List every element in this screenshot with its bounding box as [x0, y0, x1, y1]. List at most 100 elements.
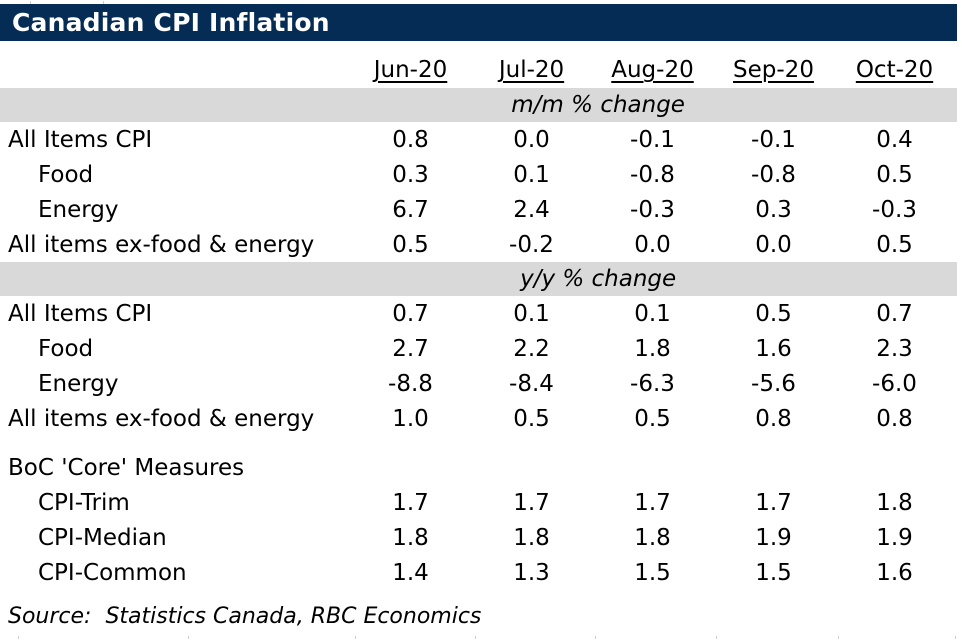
table-cell-value: 0.1 [513, 161, 550, 188]
row-label: Food [38, 335, 94, 362]
table-cell-value: -6.3 [630, 370, 675, 397]
table-cell-value: 1.8 [876, 489, 913, 516]
table-cell-value: 0.5 [755, 300, 792, 327]
section-gap [0, 436, 957, 450]
table-row: CPI-Common 1.4 1.3 1.5 1.5 1.6 [0, 555, 957, 590]
table-cell-value: 2.2 [513, 335, 550, 362]
table-cell-value: 1.9 [755, 524, 792, 551]
column-header-sep-20: Sep-20 [733, 57, 814, 83]
row-label: CPI-Common [38, 559, 187, 586]
table-cell-value: 0.7 [876, 300, 913, 327]
row-label: All Items CPI [8, 126, 153, 153]
table-cell-value: 0.5 [513, 405, 550, 432]
table-cell-value: 1.8 [513, 524, 550, 551]
table-cell-value: -0.1 [630, 126, 675, 153]
table-cell-value: 1.6 [755, 335, 792, 362]
source-row: Source: Statistics Canada, RBC Economics [0, 600, 962, 632]
section-band: y/y % change [0, 262, 957, 296]
row-label: Energy [38, 196, 119, 223]
table-cell-value: 0.4 [876, 126, 913, 153]
gridline-tick [18, 636, 19, 639]
table-cell-value: 0.5 [392, 231, 429, 258]
section-band: m/m % change [0, 88, 957, 122]
table-cell-value: -0.3 [630, 196, 675, 223]
table-cell-value: 0.7 [392, 300, 429, 327]
row-label: All items ex-food & energy [8, 405, 315, 432]
gridline-tick [838, 636, 839, 639]
table-cell-value: 1.7 [513, 489, 550, 516]
table-cell-value: 1.8 [634, 524, 671, 551]
table-cell-value: 2.3 [876, 335, 913, 362]
table-cell-value: 1.4 [392, 559, 429, 586]
table-row: Energy -8.8 -8.4 -6.3 -5.6 -6.0 [0, 366, 957, 401]
row-label: All Items CPI [8, 300, 153, 327]
table-cell-value: 1.7 [392, 489, 429, 516]
table-cell-value: 1.0 [392, 405, 429, 432]
table-cell-value: -0.3 [872, 196, 917, 223]
table-cell-value: 1.9 [876, 524, 913, 551]
gridline-tick [30, 1, 31, 4]
table-cell-value: 1.7 [634, 489, 671, 516]
table-row: Food 0.3 0.1 -0.8 -0.8 0.5 [0, 157, 957, 192]
table-cell-value: 0.5 [876, 231, 913, 258]
gridline-tick [955, 636, 956, 639]
table-cell-value: 0.8 [876, 405, 913, 432]
table-row: Food 2.7 2.2 1.8 1.6 2.3 [0, 331, 957, 366]
table-cell-value: 1.8 [634, 335, 671, 362]
section-band-label: y/y % change [520, 266, 677, 292]
table-cell-value: 1.5 [755, 559, 792, 586]
table-cell-value: 1.5 [634, 559, 671, 586]
column-header-jul-20: Jul-20 [498, 57, 565, 83]
table-cell-value: -8.8 [388, 370, 433, 397]
table-cell-value: 1.6 [876, 559, 913, 586]
gridline-tick [103, 1, 104, 4]
table-cell-value: 0.3 [755, 196, 792, 223]
section-band-label: m/m % change [511, 92, 685, 118]
table-cell-value: 1.3 [513, 559, 550, 586]
page-title: Canadian CPI Inflation [12, 8, 330, 37]
table-cell-value: 0.0 [755, 231, 792, 258]
table-title-bar: Canadian CPI Inflation [0, 4, 957, 41]
top-margin-strip [0, 0, 962, 4]
gridline-tick [716, 636, 717, 639]
column-header-row: Jun-20 Jul-20 Aug-20 Sep-20 Oct-20 [0, 41, 957, 88]
table-cell-value: 6.7 [392, 196, 429, 223]
row-label: Energy [38, 370, 119, 397]
table-cell-value: 0.5 [634, 405, 671, 432]
group-header-label: BoC 'Core' Measures [8, 454, 245, 481]
table-row: CPI-Trim 1.7 1.7 1.7 1.7 1.8 [0, 485, 957, 520]
table-row: All Items CPI 0.8 0.0 -0.1 -0.1 0.4 [0, 122, 957, 157]
row-label: CPI-Median [38, 524, 167, 551]
table-cell-value: -0.1 [751, 126, 796, 153]
table-cell-value: -0.8 [630, 161, 675, 188]
table-row: All Items CPI 0.7 0.1 0.1 0.5 0.7 [0, 296, 957, 331]
table-cell-value: 0.0 [513, 126, 550, 153]
table-cell-value: 2.4 [513, 196, 550, 223]
group-header-row: BoC 'Core' Measures [0, 450, 957, 485]
table-cell-value: 0.8 [755, 405, 792, 432]
table-cell-value: 0.8 [392, 126, 429, 153]
row-label: CPI-Trim [38, 489, 130, 516]
table-row: All items ex-food & energy 0.5 -0.2 0.0 0.0 0… [0, 227, 957, 262]
table-cell-value: 0.5 [876, 161, 913, 188]
table-body: m/m % change All Items CPI 0.8 0.0 -0.1 -0.1 0… [0, 88, 962, 600]
source-note: Source: Statistics Canada, RBC Economics [8, 603, 482, 629]
table-cell-value: 0.1 [634, 300, 671, 327]
table-cell-value: 1.7 [755, 489, 792, 516]
column-header-aug-20: Aug-20 [611, 57, 694, 83]
gridline-tick [475, 636, 476, 639]
table-cell-value: 1.8 [392, 524, 429, 551]
table-cell-value: 0.0 [634, 231, 671, 258]
table-row: CPI-Median 1.8 1.8 1.8 1.9 1.9 [0, 520, 957, 555]
table-row: Energy 6.7 2.4 -0.3 0.3 -0.3 [0, 192, 957, 227]
table-cell-value: 0.1 [513, 300, 550, 327]
table-cell-value: 2.7 [392, 335, 429, 362]
gridline-tick [188, 636, 189, 639]
column-header-jun-20: Jun-20 [373, 57, 448, 83]
row-label: Food [38, 161, 94, 188]
table-cell-value: -8.4 [509, 370, 554, 397]
table-cell-value: -5.6 [751, 370, 796, 397]
table-row: All items ex-food & energy 1.0 0.5 0.5 0.8 0.… [0, 401, 957, 436]
gridline-tick [355, 636, 356, 639]
